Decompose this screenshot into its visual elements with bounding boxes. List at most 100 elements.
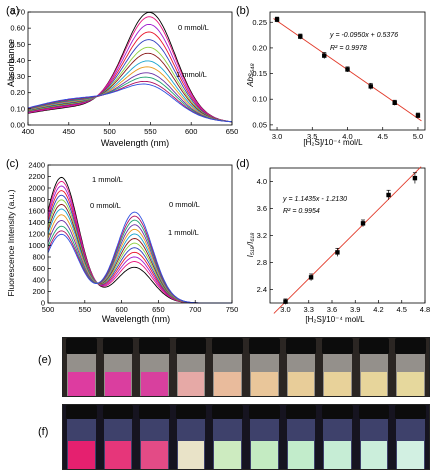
a-series-8 bbox=[27, 66, 233, 123]
b-xtick-label-3: 4.5 bbox=[378, 132, 388, 141]
d-xtick-label-2: 3.6 bbox=[327, 305, 337, 314]
a-ytick-label-7: 0.70 bbox=[10, 8, 25, 17]
f-vial-9 bbox=[395, 405, 426, 469]
d-xtick-label-4: 4.2 bbox=[373, 305, 383, 314]
vials-daylight-photo bbox=[62, 337, 430, 397]
f-vial-liquid-9 bbox=[397, 441, 424, 469]
e-vial-cap-2 bbox=[139, 338, 170, 354]
a-series-4 bbox=[27, 39, 233, 123]
d-ylabel: I₅₁₈/I₆₁₈ bbox=[246, 232, 255, 258]
vials-uv-photo bbox=[62, 404, 430, 470]
c-ytick-label-2: 400 bbox=[32, 276, 45, 285]
c-xtick-label-5: 750 bbox=[226, 305, 239, 314]
c-annotation-0: 1 mmol/L bbox=[92, 175, 123, 184]
b-point-6 bbox=[415, 113, 421, 118]
d-r2: R² = 0.9954 bbox=[283, 208, 320, 215]
f-vial-liquid-7 bbox=[324, 441, 351, 469]
e-vial-4 bbox=[212, 338, 243, 396]
f-vial-liquid-6 bbox=[287, 441, 315, 469]
a-series-12 bbox=[27, 83, 233, 123]
f-vial-cap-7 bbox=[322, 405, 353, 419]
d-ytick-label-1: 2.8 bbox=[257, 258, 267, 267]
f-vial-6 bbox=[285, 405, 317, 469]
e-vial-glass-4 bbox=[213, 354, 242, 396]
e-vial-liquid-9 bbox=[397, 372, 424, 396]
a-axes: 400 450 500 550 600 650 0.00 0.10 0.20 0.30 0.40 0.… bbox=[10, 8, 238, 137]
f-vial-cap-0 bbox=[66, 405, 97, 419]
c-ytick-label-11: 2200 bbox=[28, 172, 45, 181]
e-vial-3 bbox=[175, 338, 207, 396]
c-ytick-label-1: 200 bbox=[32, 287, 45, 296]
e-vial-glass-0 bbox=[67, 354, 96, 396]
b-plot: 3.0 3.5 4.0 4.5 5.0 0.05 0.10 0.15 0.20 0.25 bbox=[252, 11, 426, 141]
f-vial-cap-9 bbox=[395, 405, 426, 419]
d-xtick-label-0: 3.0 bbox=[280, 305, 290, 314]
b-ytick-label-2: 0.15 bbox=[252, 69, 267, 78]
a-ytick-label-4: 0.40 bbox=[10, 56, 25, 65]
d-xtick-label-6: 4.8 bbox=[420, 305, 430, 314]
c-ytick-label-7: 1400 bbox=[28, 218, 45, 227]
b-point-5 bbox=[392, 100, 397, 106]
f-vial-3 bbox=[175, 405, 207, 469]
e-vial-liquid-7 bbox=[324, 372, 351, 396]
d-equation: y = 1.1435x - 1.2130 bbox=[282, 196, 347, 203]
c-ytick-label-12: 2400 bbox=[28, 161, 45, 170]
c-xtick-label-0: 500 bbox=[42, 305, 55, 314]
c-ytick-label-4: 800 bbox=[32, 253, 45, 262]
a-xtick-label-3: 550 bbox=[144, 127, 157, 136]
c-series-4 bbox=[47, 194, 232, 304]
c-ylabel: Fluorescence Intensity (a.u.) bbox=[6, 189, 16, 296]
e-vial-glass-8 bbox=[359, 354, 389, 396]
e-vial-cap-6 bbox=[285, 338, 317, 354]
e-vial-cap-8 bbox=[358, 338, 390, 354]
e-vial-liquid-5 bbox=[251, 372, 278, 396]
f-vial-glass-3 bbox=[176, 419, 206, 469]
f-vial-5 bbox=[249, 405, 280, 469]
f-vial-cap-2 bbox=[139, 405, 170, 419]
c-xtick-label-3: 650 bbox=[152, 305, 165, 314]
f-vial-cap-1 bbox=[102, 405, 134, 419]
a-xtick-label-2: 500 bbox=[103, 127, 116, 136]
b-xtick-label-4: 5.0 bbox=[413, 132, 423, 141]
d-point-2 bbox=[335, 250, 340, 255]
c-ytick-label-5: 1000 bbox=[28, 241, 45, 250]
f-vial-liquid-1 bbox=[104, 441, 132, 469]
f-vial-glass-7 bbox=[323, 419, 352, 469]
f-vial-liquid-5 bbox=[251, 441, 278, 469]
c-axes: 500 550 600 650 700 750 0 200 400 600 800 1000 1200 1… bbox=[28, 161, 238, 315]
figure-canvas: 400 450 500 550 600 650 0.00 0.10 0.20 0.30 0.40 0.… bbox=[6, 8, 430, 325]
f-vial-cap-8 bbox=[358, 405, 390, 419]
d-xtick-label-5: 4.5 bbox=[397, 305, 407, 314]
e-vial-liquid-2 bbox=[141, 372, 168, 396]
c-ytick-label-8: 1600 bbox=[28, 207, 45, 216]
a-series-9 bbox=[27, 72, 233, 123]
f-vial-7 bbox=[322, 405, 353, 469]
d-point-5 bbox=[412, 175, 418, 181]
e-vial-cap-3 bbox=[175, 338, 207, 354]
d-ytick-label-4: 4.0 bbox=[257, 177, 267, 186]
e-vial-glass-3 bbox=[176, 354, 206, 396]
c-ytick-label-10: 2000 bbox=[28, 184, 45, 193]
e-vial-glass-1 bbox=[103, 354, 133, 396]
e-vial-liquid-4 bbox=[214, 372, 241, 396]
e-vial-glass-2 bbox=[140, 354, 169, 396]
a-frame bbox=[27, 11, 233, 126]
panel-label-b: (b) bbox=[236, 5, 250, 17]
panel-label-f: (f) bbox=[38, 426, 49, 438]
d-xlabel: [H₂S]/10⁻⁴ mol/L bbox=[305, 315, 365, 324]
a-annotation-0: 0 mmol/L bbox=[178, 23, 209, 32]
f-vial-glass-9 bbox=[396, 419, 425, 469]
panel-label-e: (e) bbox=[38, 354, 52, 366]
c-series-1 bbox=[47, 180, 232, 304]
f-vial-liquid-4 bbox=[214, 441, 241, 469]
b-ylabel: Abs₅₄₈ bbox=[246, 63, 255, 88]
c-xtick-label-1: 550 bbox=[79, 305, 92, 314]
a-ytick-label-2: 0.20 bbox=[10, 88, 25, 97]
d-point-3 bbox=[360, 221, 366, 226]
a-series-2 bbox=[27, 23, 233, 123]
d-ytick-label-3: 3.6 bbox=[257, 204, 267, 213]
d-plot: 3.0 3.3 3.6 3.9 4.2 4.5 4.8 2.4 2.8 3.2 3.6 4.0 bbox=[257, 166, 430, 314]
a-ytick-label-3: 0.30 bbox=[10, 72, 25, 81]
f-vial-cap-4 bbox=[212, 405, 243, 419]
e-vial-cap-7 bbox=[322, 338, 353, 354]
